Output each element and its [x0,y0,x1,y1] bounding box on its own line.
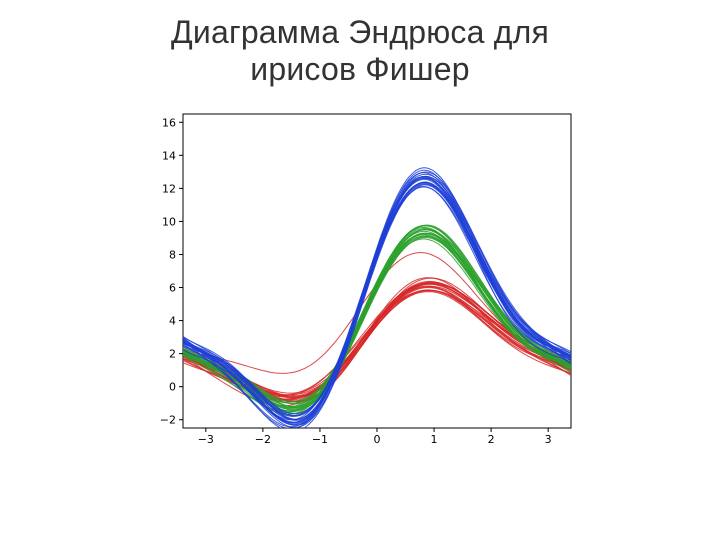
y-tick-label: 10 [162,215,176,228]
y-tick-label: 16 [162,116,176,129]
y-tick-label: 6 [169,282,176,295]
y-tick-label: 8 [169,248,176,261]
y-tick-label: 0 [169,381,176,394]
title-line-1: Диаграмма Эндрюса для [171,14,549,50]
plot-bg [145,108,579,454]
slide: Диаграмма Эндрюса для ирисов Фишер −3 −2 −… [0,0,720,540]
x-tick-label: −1 [312,433,328,446]
title-line-2: ирисов Фишер [250,51,469,87]
slide-title: Диаграмма Эндрюса для ирисов Фишер [0,0,720,88]
y-tick-label: −2 [160,414,176,427]
x-tick-label: 2 [488,433,495,446]
x-tick-label: −2 [255,433,271,446]
y-tick-label: 12 [162,182,176,195]
x-tick-label: 0 [374,433,381,446]
x-tick-label: 1 [431,433,438,446]
andrews-chart: −3−2−10123−20246810121416 [145,108,579,454]
y-tick-label: 4 [169,315,176,328]
x-tick-label: −3 [198,433,214,446]
y-tick-label: 2 [169,348,176,361]
x-tick-label: 3 [545,433,552,446]
chart-svg: −3−2−10123−20246810121416 [145,108,579,454]
y-tick-label: 14 [162,149,176,162]
